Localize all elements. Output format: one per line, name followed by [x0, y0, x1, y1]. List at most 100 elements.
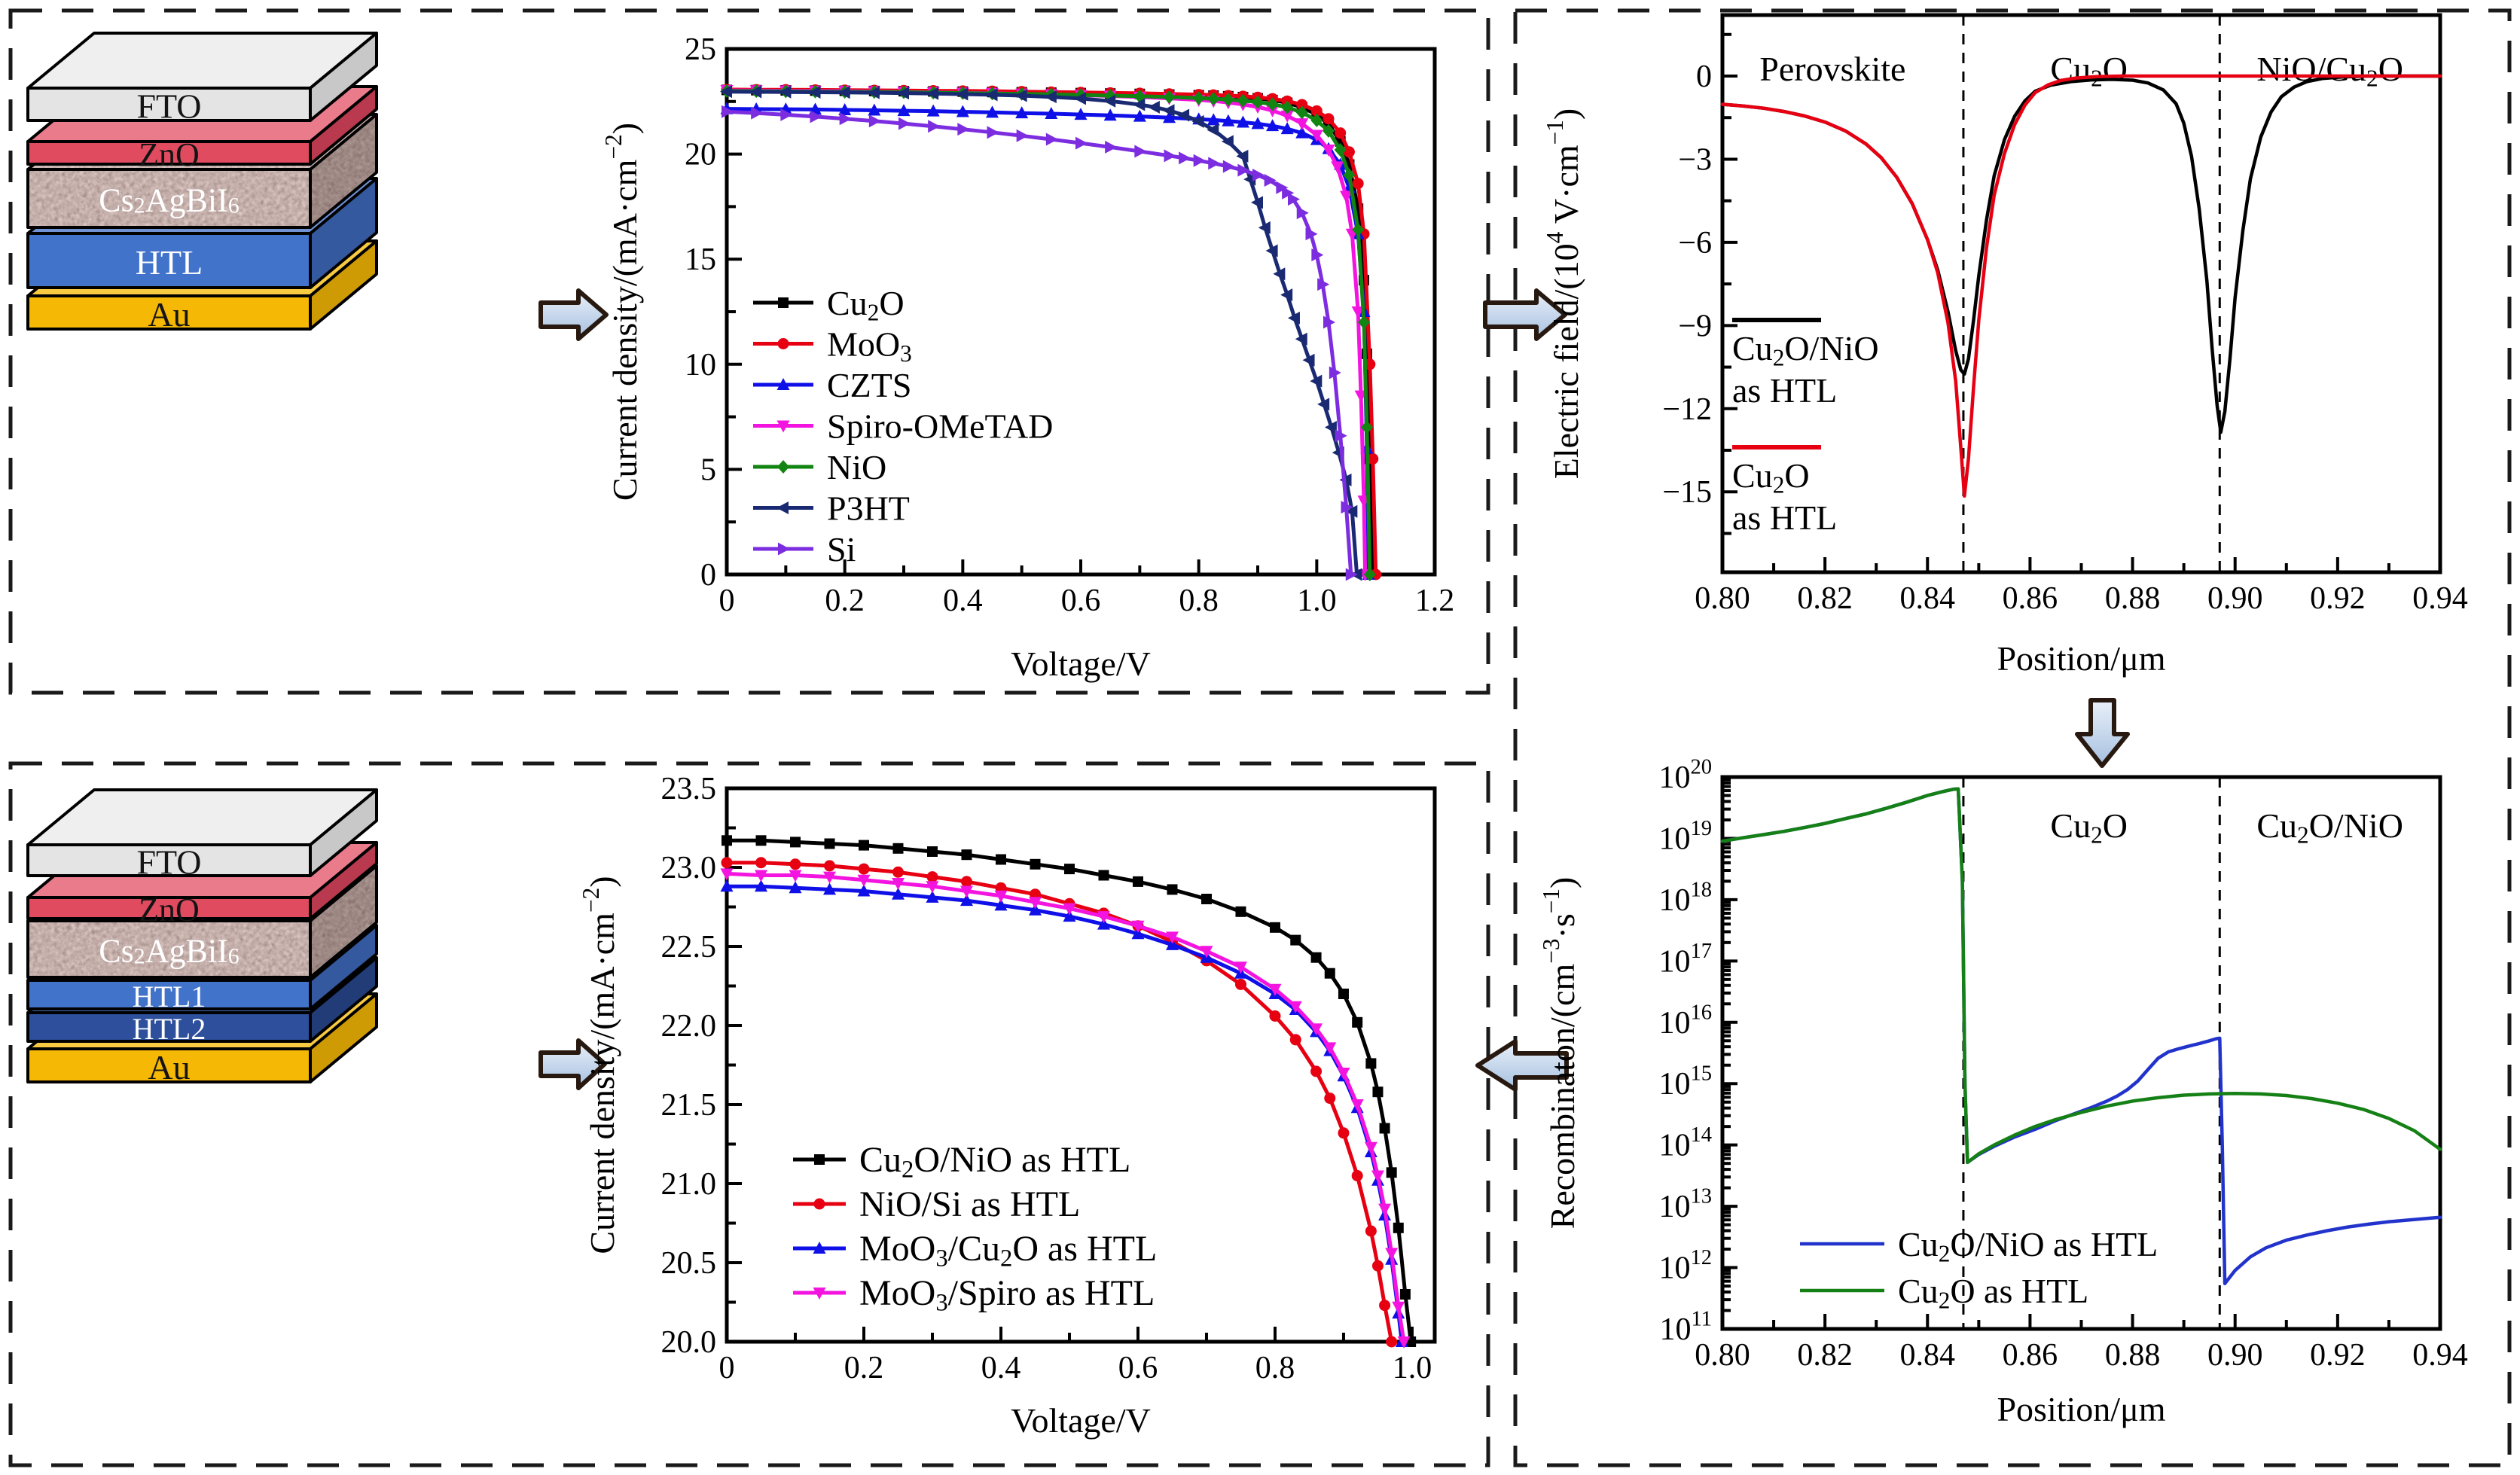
- y-tick-label: 23.0: [661, 851, 717, 885]
- triangle-up-marker-icon: [956, 105, 969, 117]
- square-marker-icon: [1063, 864, 1075, 875]
- legend-label: Cu2O: [1732, 456, 1810, 498]
- series-czts: [720, 102, 1375, 580]
- device-stack-single-htl: Au HTL Cs2AgBiI6 ZnO FTO: [26, 32, 378, 334]
- x-axis-title: Position/μm: [1997, 639, 2165, 678]
- layer-face: [26, 919, 312, 979]
- triangle-down-marker-icon: [1234, 961, 1247, 974]
- layer-face: [26, 232, 312, 289]
- triangle-up-marker-icon: [720, 879, 734, 892]
- triangle-up-marker-icon: [1222, 114, 1235, 126]
- circle-marker-icon: [1371, 1260, 1384, 1272]
- triangle-up-marker-icon: [959, 894, 973, 907]
- legend-label: Spiro-OMeTAD: [827, 407, 1053, 446]
- triangle-right-marker-icon: [898, 117, 911, 130]
- square-marker-icon: [1201, 894, 1212, 904]
- plot-frame: [1720, 13, 2442, 574]
- y-tick-label: 22.5: [661, 930, 717, 965]
- x-tick-label: 0.90: [2207, 1338, 2263, 1373]
- square-marker-icon: [1290, 934, 1301, 946]
- triangle-left-marker-icon: [1191, 114, 1204, 128]
- diamond-marker-icon: [1222, 93, 1234, 107]
- y-axis-title: Current density/(mA·cm−2): [578, 876, 621, 1254]
- triangle-left-marker-icon: [720, 85, 732, 99]
- diamond-marker-icon: [1310, 113, 1323, 127]
- triangle-left-marker-icon: [808, 86, 821, 99]
- diamond-marker-icon: [1192, 91, 1205, 105]
- stack-layer-fto: FTO: [26, 788, 378, 881]
- triangle-down-marker-icon: [1364, 1141, 1377, 1154]
- y-tick-label: 1020: [1658, 756, 1712, 795]
- arrow-left-recomb-to-chart-icon: [1475, 1039, 1569, 1092]
- chart-recombination: 0.80 0.82 0.84 0.86 0.88 0.90 0.92 0.94 1011 1012…: [1538, 756, 2468, 1428]
- x-tick-label: 0.84: [1900, 1338, 1956, 1373]
- layer-face: [26, 1011, 312, 1043]
- triangle-left-marker-icon: [1251, 196, 1263, 209]
- circle-marker-icon: [777, 338, 789, 349]
- triangle-left-marker-icon: [749, 85, 762, 99]
- arrow-right-stack1-to-chart-icon: [538, 288, 609, 341]
- triangle-left-marker-icon: [1265, 244, 1278, 258]
- triangle-up-marker-icon: [1131, 927, 1145, 940]
- triangle-right-marker-icon: [778, 542, 790, 556]
- series-line: [725, 87, 1378, 577]
- diamond-marker-icon: [1323, 123, 1335, 138]
- x-tick-label: 0.90: [2207, 581, 2263, 616]
- triangle-left-marker-icon: [1317, 398, 1330, 411]
- triangle-down-marker-icon: [994, 890, 1008, 903]
- triangle-right-marker-icon: [1164, 149, 1176, 163]
- triangle-up-marker-icon: [986, 105, 999, 118]
- triangle-right-marker-icon: [1016, 129, 1029, 142]
- diamond-marker-icon: [1133, 89, 1146, 103]
- triangle-down-marker-icon: [891, 878, 905, 890]
- layer-label: Cs2AgBiI6: [99, 181, 239, 218]
- series-line: [725, 87, 1374, 577]
- triangle-down-marker-icon: [754, 870, 767, 882]
- x-tick-label: 0.94: [2412, 581, 2468, 616]
- legend-label: MoO3/Cu2O as HTL: [859, 1229, 1157, 1272]
- square-marker-icon: [755, 835, 767, 846]
- y-axis-title: Recombinaton/(cm−3·s−1): [1538, 877, 1582, 1230]
- series-line: [1720, 787, 2442, 1285]
- x-axis-title: Position/μm: [1997, 1390, 2165, 1428]
- triangle-up-marker-icon: [891, 887, 905, 900]
- circle-marker-icon: [755, 857, 767, 869]
- y-tick-label: 1018: [1658, 878, 1712, 917]
- triangle-down-marker-icon: [857, 874, 871, 887]
- layer-face: [26, 979, 312, 1010]
- y-tick-label: 21.5: [661, 1088, 717, 1123]
- triangle-down-marker-icon: [1165, 931, 1179, 944]
- x-tick-label: 1.0: [1393, 1351, 1432, 1385]
- square-marker-icon: [824, 838, 835, 849]
- series-line: [725, 90, 1359, 577]
- circle-marker-icon: [1367, 453, 1379, 465]
- triangle-down-marker-icon: [1323, 1042, 1337, 1055]
- triangle-down-marker-icon: [1397, 1336, 1411, 1349]
- layer-face: [26, 140, 312, 166]
- triangle-up-marker-icon: [926, 104, 940, 117]
- triangle-down-marker-icon: [1378, 1203, 1392, 1216]
- x-axis-title: Voltage/V: [1011, 645, 1151, 683]
- y-tick-label: −3: [1678, 142, 1712, 177]
- triangle-left-marker-icon: [1177, 108, 1190, 122]
- y-axis-title: Electric field/(104 V·cm−1): [1542, 108, 1585, 480]
- x-tick-label: 0.88: [2105, 581, 2161, 616]
- triangle-up-marker-icon: [776, 378, 790, 390]
- layer-label: ZnO: [139, 136, 200, 173]
- chart-jv-single-htl: 0 0.2 0.4 0.6 0.8 1.0 1.2 0 5 10 15 20 25 Voltage/V Cu…: [600, 32, 1454, 683]
- circle-marker-icon: [1324, 1093, 1336, 1105]
- square-marker-icon: [1365, 1058, 1377, 1069]
- series-line: [1720, 787, 2442, 1165]
- chart-jv-dual-htl: 0 0.2 0.4 0.6 0.8 1.0 20.0 20.5 21.0 21.5 22.0 22.5…: [578, 772, 1437, 1440]
- square-marker-icon: [1379, 1123, 1390, 1134]
- legend-label: MoO3: [827, 325, 912, 367]
- legend-label: NiO: [827, 448, 886, 486]
- x-tick-label: 0.82: [1797, 1338, 1853, 1373]
- series-moo-3-spiro-as-htl: [720, 868, 1411, 1349]
- circle-marker-icon: [721, 857, 733, 869]
- x-tick-label: 1.2: [1415, 584, 1455, 618]
- triangle-down-marker-icon: [1289, 1001, 1302, 1013]
- triangle-down-marker-icon: [1063, 903, 1076, 916]
